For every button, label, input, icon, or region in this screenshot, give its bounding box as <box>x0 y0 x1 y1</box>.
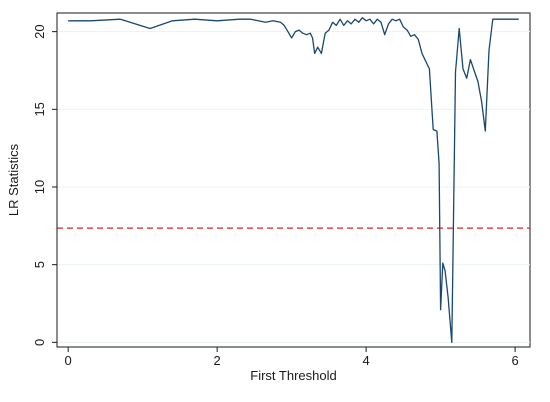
y-axis-title: LR Statistics <box>6 143 21 216</box>
x-tick-label: 2 <box>214 353 221 368</box>
x-tick-label: 0 <box>65 353 72 368</box>
y-tick-label: 20 <box>32 24 47 38</box>
y-tick-label: 15 <box>32 102 47 116</box>
y-tick-label: 5 <box>32 261 47 268</box>
y-tick-label: 0 <box>32 339 47 346</box>
y-tick-label: 10 <box>32 180 47 194</box>
x-tick-label: 4 <box>363 353 370 368</box>
x-tick-label: 6 <box>511 353 518 368</box>
x-axis: 0 2 4 6 <box>57 346 530 368</box>
x-axis-title: First Threshold <box>250 368 336 383</box>
y-axis: 0 5 10 15 20 <box>32 13 58 347</box>
series-line <box>68 17 519 343</box>
series-layer <box>68 17 519 343</box>
